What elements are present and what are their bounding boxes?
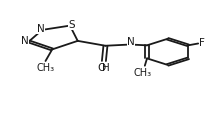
Text: N: N <box>127 37 135 47</box>
Text: CH₃: CH₃ <box>36 63 55 73</box>
Text: H: H <box>102 63 110 73</box>
Text: S: S <box>69 20 75 30</box>
Text: F: F <box>199 39 205 48</box>
Text: O: O <box>97 63 105 73</box>
Text: CH₃: CH₃ <box>134 68 152 78</box>
Text: N: N <box>21 36 29 46</box>
Text: N: N <box>37 24 45 34</box>
